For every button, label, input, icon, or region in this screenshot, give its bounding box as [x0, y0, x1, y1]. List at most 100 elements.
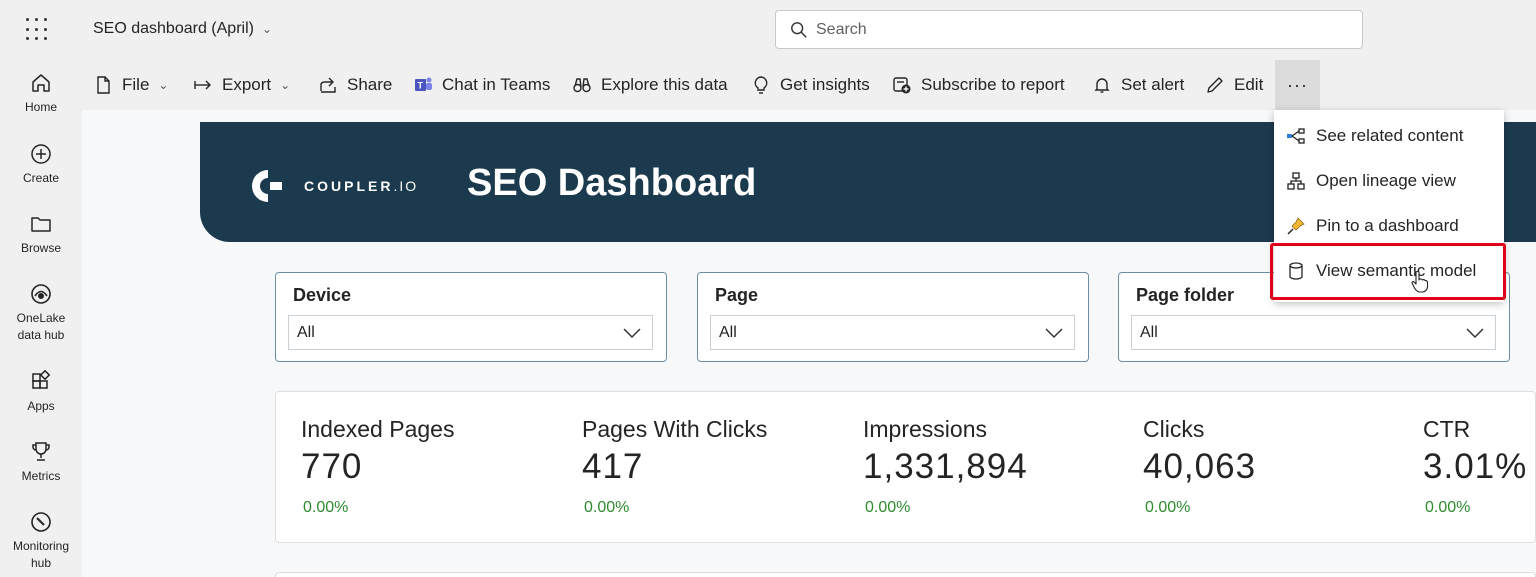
file-label: File — [122, 75, 150, 94]
nav-apps[interactable]: Apps — [0, 369, 82, 415]
lineage-icon — [1287, 171, 1305, 190]
search-icon — [791, 21, 807, 38]
kpi-change: 0.00% — [1425, 499, 1471, 516]
apps-icon — [32, 369, 51, 389]
slicer-value: All — [1140, 323, 1158, 341]
kpi-change: 0.00% — [584, 499, 630, 516]
svg-text:T: T — [418, 81, 424, 91]
nav-metrics[interactable]: Metrics — [0, 439, 82, 485]
pencil-icon — [1207, 77, 1223, 93]
menu-item-label: See related content — [1316, 125, 1464, 145]
subscribe-button[interactable]: Subscribe to report — [892, 60, 1065, 110]
kpi-indexed-pages: Indexed Pages 770 0.00% — [301, 416, 454, 517]
edit-label: Edit — [1234, 75, 1264, 94]
chevron-down-icon: ⌄ — [261, 22, 273, 36]
nav-label: Browse — [20, 241, 61, 255]
chat-in-teams-button[interactable]: T Chat in Teams — [413, 60, 550, 110]
nav-create[interactable]: Create — [0, 141, 82, 187]
nav-onelake[interactable]: OneLake data hub — [0, 281, 82, 344]
menu-item-label: Pin to a dashboard — [1316, 215, 1459, 235]
nav-label: Home — [24, 100, 57, 114]
kpi-value: 417 — [582, 447, 644, 486]
slicer-label: Page folder — [1136, 285, 1235, 305]
nav-label: OneLake — [16, 311, 66, 325]
chevron-down-icon — [623, 327, 641, 338]
edit-button[interactable]: Edit — [1205, 60, 1263, 110]
kpi-value: 1,331,894 — [863, 447, 1028, 486]
app-launcher-icon[interactable] — [26, 18, 54, 42]
nav-label: data hub — [17, 328, 65, 342]
set-alert-button[interactable]: Set alert — [1092, 60, 1184, 110]
kpi-value: 3.01% — [1423, 447, 1528, 486]
folder-icon — [31, 217, 51, 232]
nav-home[interactable]: Home — [0, 70, 82, 116]
lightbulb-icon — [754, 76, 768, 94]
onelake-icon — [31, 284, 51, 304]
report-toolbar: File ⌄ Export ⌄ Share T Chat in Teams Ex… — [82, 60, 1536, 110]
slicer-value: All — [297, 323, 315, 341]
device-select[interactable]: All — [288, 315, 653, 350]
get-insights-label: Get insights — [780, 75, 870, 94]
file-icon — [97, 76, 110, 94]
binoculars-icon — [573, 78, 591, 93]
page-select[interactable]: All — [710, 315, 1075, 350]
kpi-label: Pages With Clicks — [582, 416, 768, 442]
pin-icon — [1287, 216, 1305, 235]
search-box[interactable] — [775, 10, 1363, 49]
kpi-value: 40,063 — [1143, 447, 1257, 486]
chevron-down-icon: ⌄ — [280, 78, 291, 92]
slicer-label: Device — [293, 285, 352, 305]
logo-text-suffix: .IO — [393, 178, 419, 194]
hand-cursor-icon — [1411, 270, 1429, 293]
menu-item-label: View semantic model — [1316, 260, 1477, 280]
chevron-down-icon — [1466, 327, 1484, 338]
menu-item-pin-to-dashboard[interactable]: Pin to a dashboard — [1274, 203, 1504, 248]
report-title-dropdown[interactable]: SEO dashboard (April) ⌄ — [93, 20, 272, 38]
report-title: SEO dashboard (April) — [93, 20, 254, 37]
menu-item-view-semantic-model[interactable]: View semantic model — [1274, 248, 1504, 293]
kpi-label: Clicks — [1143, 416, 1205, 442]
ellipsis-icon: ··· — [1287, 74, 1308, 95]
menu-item-open-lineage-view[interactable]: Open lineage view — [1274, 158, 1504, 203]
kpi-label: Indexed Pages — [301, 416, 455, 442]
nav-label: Apps — [27, 399, 55, 413]
subscribe-label: Subscribe to report — [921, 75, 1065, 94]
slicer-value: All — [719, 323, 737, 341]
coupler-logo: COUPLER.IO — [248, 166, 418, 206]
top-bar: SEO dashboard (April) ⌄ — [0, 0, 1536, 60]
kpi-card: Indexed Pages 770 0.00% Pages With Click… — [275, 391, 1536, 543]
page-folder-select[interactable]: All — [1131, 315, 1496, 350]
more-options-button[interactable]: ··· — [1275, 60, 1320, 110]
nav-label: hub — [30, 556, 52, 570]
menu-item-see-related-content[interactable]: See related content — [1274, 113, 1504, 158]
nav-label: Create — [22, 171, 60, 185]
nav-browse[interactable]: Browse — [0, 211, 82, 257]
more-options-menu: See related content Open lineage view Pi… — [1274, 110, 1504, 302]
share-button[interactable]: Share — [318, 60, 392, 110]
trophy-icon — [32, 442, 50, 461]
chevron-down-icon: ⌄ — [158, 78, 169, 92]
slicer-label: Page — [715, 285, 759, 305]
kpi-label: Impressions — [863, 416, 987, 442]
kpi-value: 770 — [301, 447, 363, 486]
share-icon — [320, 77, 336, 93]
export-icon — [194, 80, 211, 90]
page-title: SEO Dashboard — [467, 162, 757, 204]
home-icon — [32, 74, 50, 92]
chat-in-teams-label: Chat in Teams — [442, 75, 551, 94]
kpi-pages-with-clicks: Pages With Clicks 417 0.00% — [582, 416, 767, 517]
nav-monitoring[interactable]: Monitoring hub — [0, 509, 82, 572]
kpi-impressions: Impressions 1,331,894 0.00% — [863, 416, 1028, 517]
explore-data-button[interactable]: Explore this data — [572, 60, 728, 110]
get-insights-button[interactable]: Get insights — [751, 60, 870, 110]
monitoring-icon — [31, 512, 51, 532]
file-menu-button[interactable]: File ⌄ — [93, 60, 168, 110]
export-menu-button[interactable]: Export ⌄ — [193, 60, 290, 110]
device-slicer: Device All — [275, 272, 667, 362]
search-input[interactable] — [816, 20, 1316, 39]
kpi-change: 0.00% — [303, 499, 349, 516]
report-visual — [275, 572, 1536, 577]
set-alert-label: Set alert — [1121, 75, 1185, 94]
kpi-clicks: Clicks 40,063 0.00% — [1143, 416, 1256, 517]
page-slicer: Page All — [697, 272, 1089, 362]
